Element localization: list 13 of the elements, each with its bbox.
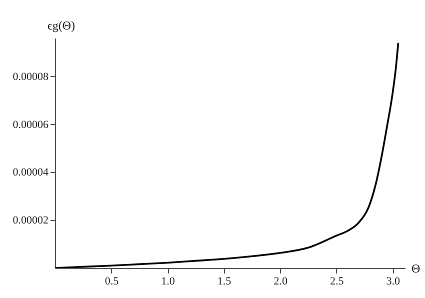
y-tick-label: 0.00004 [12,166,49,179]
y-tick-label: 0.00008 [12,70,49,83]
x-tick-label: 2.0 [274,276,288,288]
x-axis-title: Θ [412,262,420,276]
y-tick-label: 0.00006 [12,118,49,131]
x-tick-label: 1.0 [161,276,176,288]
y-tick-label: 0.00002 [12,214,48,227]
x-tick-label: 0.5 [104,276,120,288]
x-tick-label: 1.5 [217,276,232,288]
line-series [55,42,400,268]
x-tick-label: 2.5 [330,276,344,288]
y-axis-title: ϵg(Θ) [48,18,76,32]
x-tick-label: 3.0 [386,276,400,288]
